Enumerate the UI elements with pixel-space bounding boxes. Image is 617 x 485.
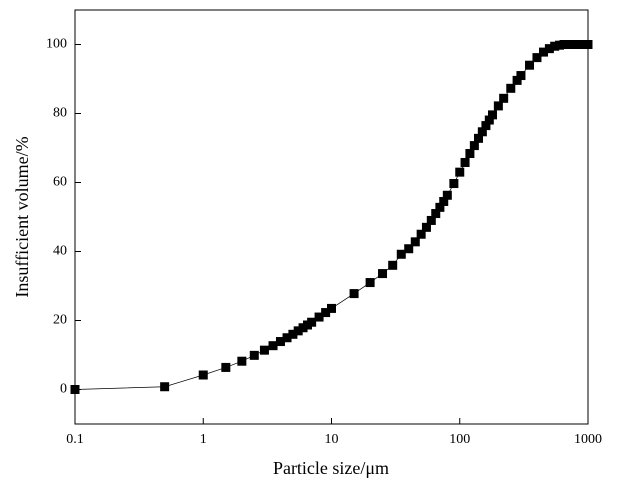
x-tick-label: 100: [449, 432, 470, 447]
marker: [70, 385, 80, 394]
marker: [268, 341, 278, 351]
marker: [499, 93, 509, 103]
marker: [237, 356, 247, 366]
marker: [198, 370, 208, 380]
marker: [365, 278, 375, 288]
marker: [484, 115, 494, 125]
marker: [544, 44, 554, 54]
y-tick-label: 60: [53, 175, 67, 190]
marker: [469, 141, 479, 151]
marker: [275, 337, 285, 347]
marker: [416, 229, 426, 239]
marker: [307, 317, 317, 327]
marker: [442, 190, 452, 200]
marker: [421, 222, 431, 232]
y-tick-label: 0: [60, 382, 67, 397]
x-axis-title: Particle size/μm: [273, 458, 389, 478]
marker: [160, 382, 170, 392]
marker: [259, 345, 269, 355]
x-tick-label: 0.1: [66, 432, 84, 447]
marker: [288, 329, 298, 339]
marker: [449, 179, 459, 189]
marker: [550, 41, 560, 51]
marker: [249, 350, 259, 360]
marker: [388, 260, 398, 270]
y-tick-label: 80: [53, 106, 67, 121]
marker: [506, 83, 516, 93]
marker: [426, 215, 436, 225]
marker: [221, 362, 231, 372]
marker: [435, 202, 445, 212]
y-tick-label: 100: [46, 37, 67, 52]
marker: [327, 303, 336, 313]
y-axis-title: Insufficient volume/%: [12, 136, 32, 297]
marker: [583, 40, 593, 49]
marker: [539, 47, 549, 57]
marker: [349, 289, 359, 299]
marker: [532, 53, 542, 63]
marker: [512, 75, 522, 85]
marker: [487, 110, 497, 120]
x-tick-label: 10: [325, 432, 339, 447]
marker: [321, 308, 331, 318]
marker: [439, 196, 449, 206]
marker: [455, 167, 465, 177]
y-tick-label: 40: [53, 244, 67, 259]
marker: [460, 157, 470, 167]
marker: [431, 209, 441, 219]
marker: [465, 149, 475, 159]
x-tick-label: 1: [200, 432, 207, 447]
plot-frame: [74, 9, 589, 425]
marker: [293, 326, 303, 336]
marker: [516, 71, 526, 81]
marker: [577, 40, 587, 49]
marker: [481, 121, 491, 131]
marker: [493, 101, 503, 111]
marker: [410, 237, 420, 247]
marker: [396, 249, 406, 259]
data-line: [74, 44, 588, 390]
marker: [404, 244, 414, 254]
marker: [477, 127, 487, 137]
marker: [314, 312, 324, 322]
x-tick-label: 1000: [574, 432, 602, 447]
marker: [282, 333, 292, 343]
marker: [525, 60, 535, 70]
y-tick-label: 20: [53, 313, 67, 328]
marker: [378, 269, 388, 279]
marker: [473, 133, 483, 143]
